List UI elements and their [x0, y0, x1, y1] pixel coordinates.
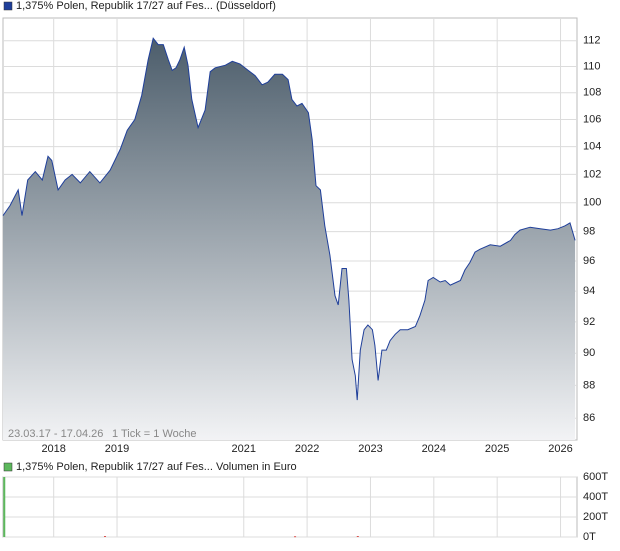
annotation: 1 Tick = 1 Woche — [112, 428, 196, 440]
y-tick-label: 400T — [583, 491, 608, 503]
annotation: 23.03.17 - 17.04.26 — [8, 428, 103, 440]
x-tick-label: 2022 — [295, 443, 319, 455]
price-line — [2, 37, 576, 401]
x-tick-label: 2025 — [485, 443, 509, 455]
volume-bar — [356, 536, 359, 537]
y-tick-label: 0T — [583, 531, 596, 543]
volume-bar — [104, 536, 107, 537]
y-tick-label: 102 — [583, 168, 601, 180]
y-tick-label: 94 — [583, 285, 595, 297]
volume-bar — [3, 477, 6, 537]
x-tick-label: 2021 — [232, 443, 256, 455]
y-tick-label: 98 — [583, 225, 595, 237]
legend-label: 1,375% Polen, Republik 17/27 auf Fes... … — [16, 0, 276, 12]
x-tick-label: 2024 — [422, 443, 446, 455]
legend-label: 1,375% Polen, Republik 17/27 auf Fes... … — [16, 461, 297, 473]
y-tick-label: 104 — [583, 141, 601, 153]
x-tick-label: 2026 — [548, 443, 572, 455]
y-tick-label: 100 — [583, 197, 601, 209]
y-tick-label: 88 — [583, 379, 595, 391]
volume-bar — [294, 536, 297, 538]
y-tick-label: 92 — [583, 316, 595, 328]
y-tick-label: 110 — [583, 60, 601, 72]
y-tick-label: 600T — [583, 471, 608, 483]
y-tick-label: 96 — [583, 255, 595, 267]
y-tick-label: 200T — [583, 511, 608, 523]
y-tick-label: 108 — [583, 87, 601, 99]
area-fill — [3, 38, 576, 440]
y-tick-label: 112 — [583, 35, 601, 47]
legend-swatch — [3, 1, 13, 11]
plot-area — [2, 476, 578, 538]
x-tick-label: 2019 — [105, 443, 129, 455]
y-tick-label: 86 — [583, 412, 595, 424]
y-tick-label: 90 — [583, 347, 595, 359]
x-tick-label: 2018 — [41, 443, 65, 455]
legend-swatch — [3, 462, 13, 472]
x-tick-label: 2023 — [358, 443, 382, 455]
y-tick-label: 106 — [583, 113, 601, 125]
